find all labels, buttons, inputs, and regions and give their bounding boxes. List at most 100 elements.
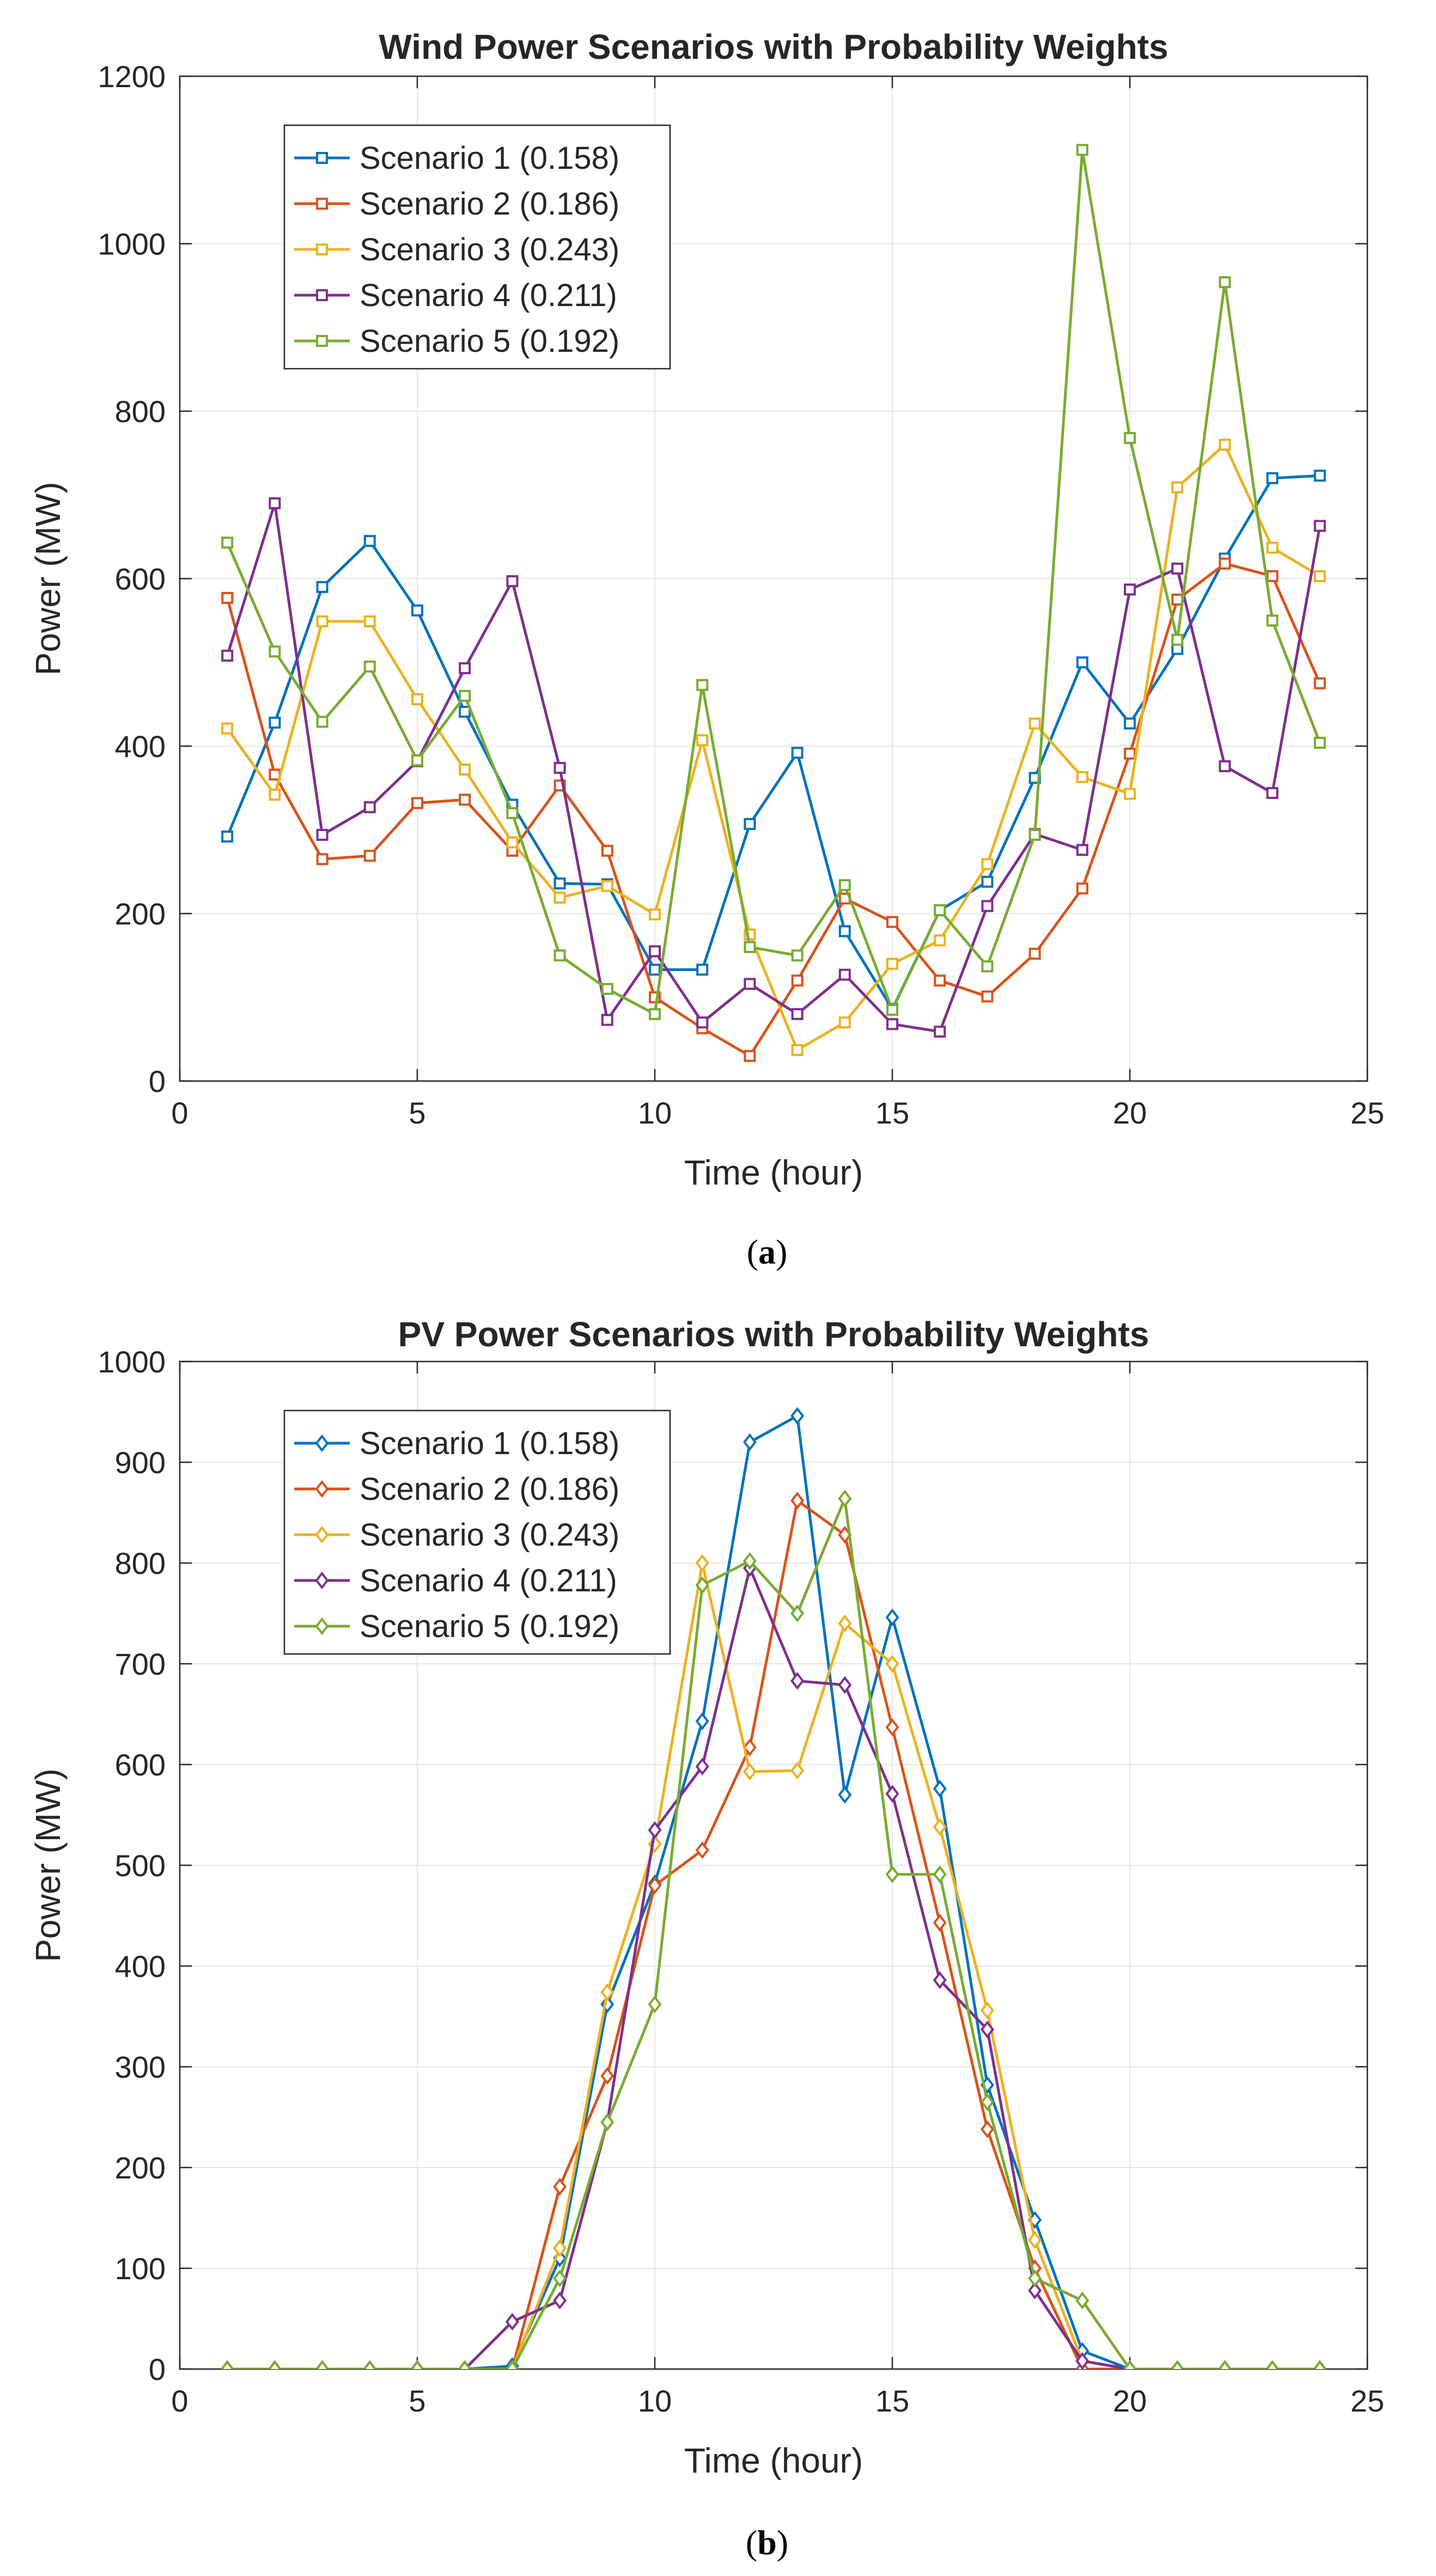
- x-tick-label: 15: [875, 2384, 909, 2418]
- data-point: [934, 904, 946, 917]
- data-point: [744, 941, 756, 953]
- data-point: [553, 2269, 567, 2287]
- legend-item: Scenario 1 (0.158): [294, 141, 619, 176]
- data-point: [315, 2360, 330, 2369]
- legend-label: Scenario 3 (0.243): [360, 1517, 619, 1553]
- data-point: [1076, 144, 1088, 156]
- data-point: [886, 915, 898, 928]
- data-point: [838, 1016, 851, 1029]
- data-point: [649, 963, 661, 976]
- data-point: [790, 1761, 805, 1780]
- data-point: [1313, 570, 1326, 582]
- data-point: [363, 615, 376, 627]
- data-point: [411, 797, 423, 809]
- data-point: [600, 2067, 614, 2085]
- data-point: [1171, 481, 1184, 493]
- data-point: [601, 880, 613, 892]
- data-point: [838, 879, 851, 892]
- data-point: [1266, 570, 1279, 582]
- y-tick-label: 0: [149, 2352, 166, 2386]
- data-point: [648, 1876, 662, 1895]
- legend-box: [283, 124, 671, 370]
- legend-box: [283, 1409, 671, 1655]
- legend-item: Scenario 4 (0.211): [294, 278, 617, 313]
- data-point: [981, 858, 994, 870]
- data-point: [838, 1676, 852, 1694]
- data-point: [695, 1554, 709, 1572]
- x-tick-label: 10: [638, 1096, 672, 1130]
- data-point: [553, 892, 566, 904]
- y-tick-label: 500: [115, 1848, 166, 1883]
- data-point: [885, 1718, 899, 1736]
- data-point: [553, 949, 566, 962]
- data-point: [1075, 2291, 1090, 2310]
- data-point: [743, 1762, 757, 1781]
- data-point: [791, 1044, 804, 1057]
- series-line: [226, 562, 1322, 1058]
- data-point: [649, 1008, 661, 1020]
- data-point: [411, 693, 423, 705]
- data-point: [934, 1025, 946, 1038]
- data-point: [933, 1818, 947, 1836]
- data-point: [459, 705, 471, 718]
- series-3: [221, 438, 1326, 1057]
- y-tick-label: 400: [115, 1949, 166, 1983]
- data-point: [316, 581, 328, 593]
- caption-close: ): [776, 1232, 787, 1271]
- data-point: [1171, 563, 1184, 575]
- legend-label: Scenario 4 (0.211): [360, 1563, 617, 1598]
- data-point: [459, 764, 471, 776]
- data-point: [695, 1576, 709, 1594]
- data-point: [1124, 717, 1136, 730]
- legend-item: Scenario 2 (0.186): [294, 186, 619, 222]
- legend-label: Scenario 5 (0.192): [360, 1609, 619, 1644]
- data-point: [1313, 520, 1326, 532]
- data-point: [1028, 2269, 1042, 2287]
- data-point: [838, 968, 851, 981]
- legend-label: Scenario 4 (0.211): [360, 278, 617, 313]
- legend-label: Scenario 1 (0.158): [360, 141, 619, 176]
- data-point: [269, 645, 281, 658]
- data-point: [838, 1490, 852, 1507]
- data-point: [221, 722, 234, 735]
- data-point: [885, 1785, 899, 1803]
- data-point: [363, 801, 376, 814]
- series-line: [226, 148, 1322, 1016]
- legend-item: Scenario 1 (0.158): [294, 1426, 619, 1461]
- data-point: [1124, 788, 1136, 800]
- data-point: [1029, 828, 1041, 841]
- legend-marker: [316, 335, 328, 347]
- data-point: [1218, 2360, 1232, 2369]
- data-point: [221, 831, 234, 843]
- legend: Scenario 1 (0.158) Scenario 2 (0.186) Scen…: [283, 124, 671, 370]
- y-axis-label: Power (MW): [28, 1768, 68, 1962]
- data-point: [1076, 771, 1088, 783]
- data-point: [1076, 844, 1088, 856]
- series-line: [227, 1561, 1320, 2369]
- series-line: [226, 474, 1320, 1011]
- data-point: [363, 535, 376, 547]
- series-line: [226, 443, 1321, 1052]
- data-point: [1075, 2352, 1090, 2369]
- data-point: [695, 1841, 709, 1859]
- data-point: [981, 990, 994, 1003]
- data-point: [933, 1780, 947, 1798]
- data-point: [601, 1014, 613, 1026]
- chart-pv: 0 5 10 15 20 25 0 100 200 300 400 500 600 700 800 900 10…: [28, 1315, 1384, 2562]
- caption-open: (: [747, 1232, 758, 1271]
- data-point: [269, 497, 281, 510]
- data-point: [1029, 717, 1041, 730]
- data-point: [648, 1821, 662, 1839]
- data-point: [886, 1018, 898, 1030]
- data-point: [316, 716, 328, 728]
- legend-item: Scenario 4 (0.211): [294, 1563, 617, 1598]
- legend-marker: [316, 198, 328, 210]
- legend-item: Scenario 5 (0.192): [294, 323, 619, 359]
- data-point: [791, 949, 804, 962]
- data-point: [553, 761, 566, 774]
- data-point: [1124, 747, 1136, 760]
- data-point: [1171, 633, 1184, 646]
- y-tick-label: 900: [115, 1445, 166, 1480]
- x-tick-label: 25: [1350, 2384, 1384, 2418]
- series-2: [221, 557, 1326, 1062]
